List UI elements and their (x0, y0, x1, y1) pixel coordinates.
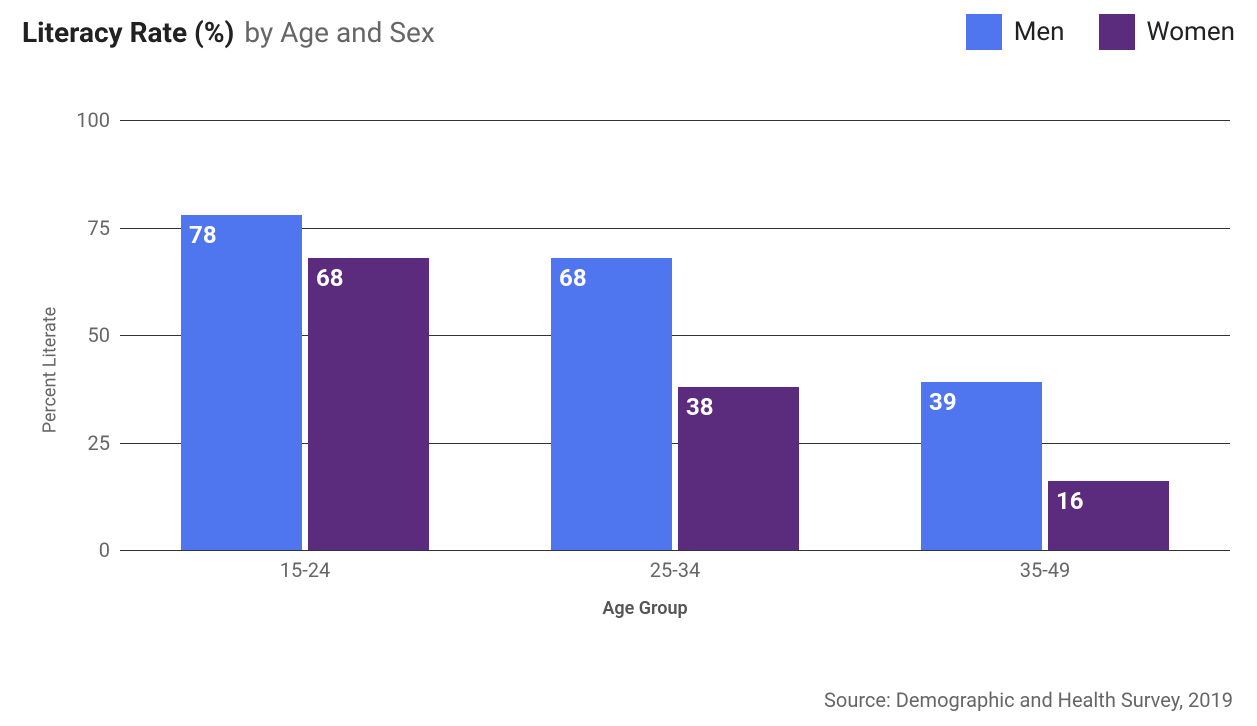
chart-area: Percent Literate 0255075100786868383916 … (60, 120, 1230, 620)
bar-value-label: 78 (189, 221, 217, 249)
title-sub: by Age and Sex (244, 16, 434, 49)
bar-women-35-49: 16 (1048, 481, 1169, 550)
legend-swatch-men (966, 14, 1002, 50)
gridline (120, 550, 1230, 551)
y-tick-label: 100 (70, 108, 110, 132)
y-tick-label: 75 (70, 216, 110, 240)
legend-item-men: Men (966, 14, 1065, 50)
legend-label-men: Men (1014, 17, 1065, 47)
bar-men-35-49: 39 (921, 382, 1042, 550)
bar-value-label: 16 (1056, 487, 1084, 515)
bar-men-25-34: 68 (551, 258, 672, 550)
chart-legend: Men Women (966, 14, 1235, 50)
bar-women-15-24: 68 (308, 258, 429, 550)
x-tick-label: 25-34 (650, 558, 701, 582)
bar-value-label: 39 (929, 388, 957, 416)
y-axis-label: Percent Literate (40, 307, 61, 433)
gridline (120, 120, 1230, 121)
bar-women-25-34: 38 (678, 387, 799, 550)
legend-swatch-women (1099, 14, 1135, 50)
y-tick-label: 0 (70, 538, 110, 562)
legend-label-women: Women (1147, 17, 1235, 47)
source-text: Source: Demographic and Health Survey, 2… (824, 688, 1233, 712)
bar-value-label: 68 (316, 264, 344, 292)
y-tick-label: 25 (70, 431, 110, 455)
bar-men-15-24: 78 (181, 215, 302, 550)
y-tick-label: 50 (70, 323, 110, 347)
bar-value-label: 68 (559, 264, 587, 292)
chart-header: Literacy Rate (%) by Age and Sex Men Wom… (22, 14, 1235, 50)
x-tick-label: 15-24 (280, 558, 331, 582)
bar-value-label: 38 (686, 393, 714, 421)
chart-title: Literacy Rate (%) by Age and Sex (22, 16, 435, 49)
plot-area: 0255075100786868383916 (120, 120, 1230, 550)
legend-item-women: Women (1099, 14, 1235, 50)
x-tick-label: 35-49 (1020, 558, 1071, 582)
title-main: Literacy Rate (%) (22, 16, 234, 49)
x-axis-label: Age Group (602, 598, 687, 619)
